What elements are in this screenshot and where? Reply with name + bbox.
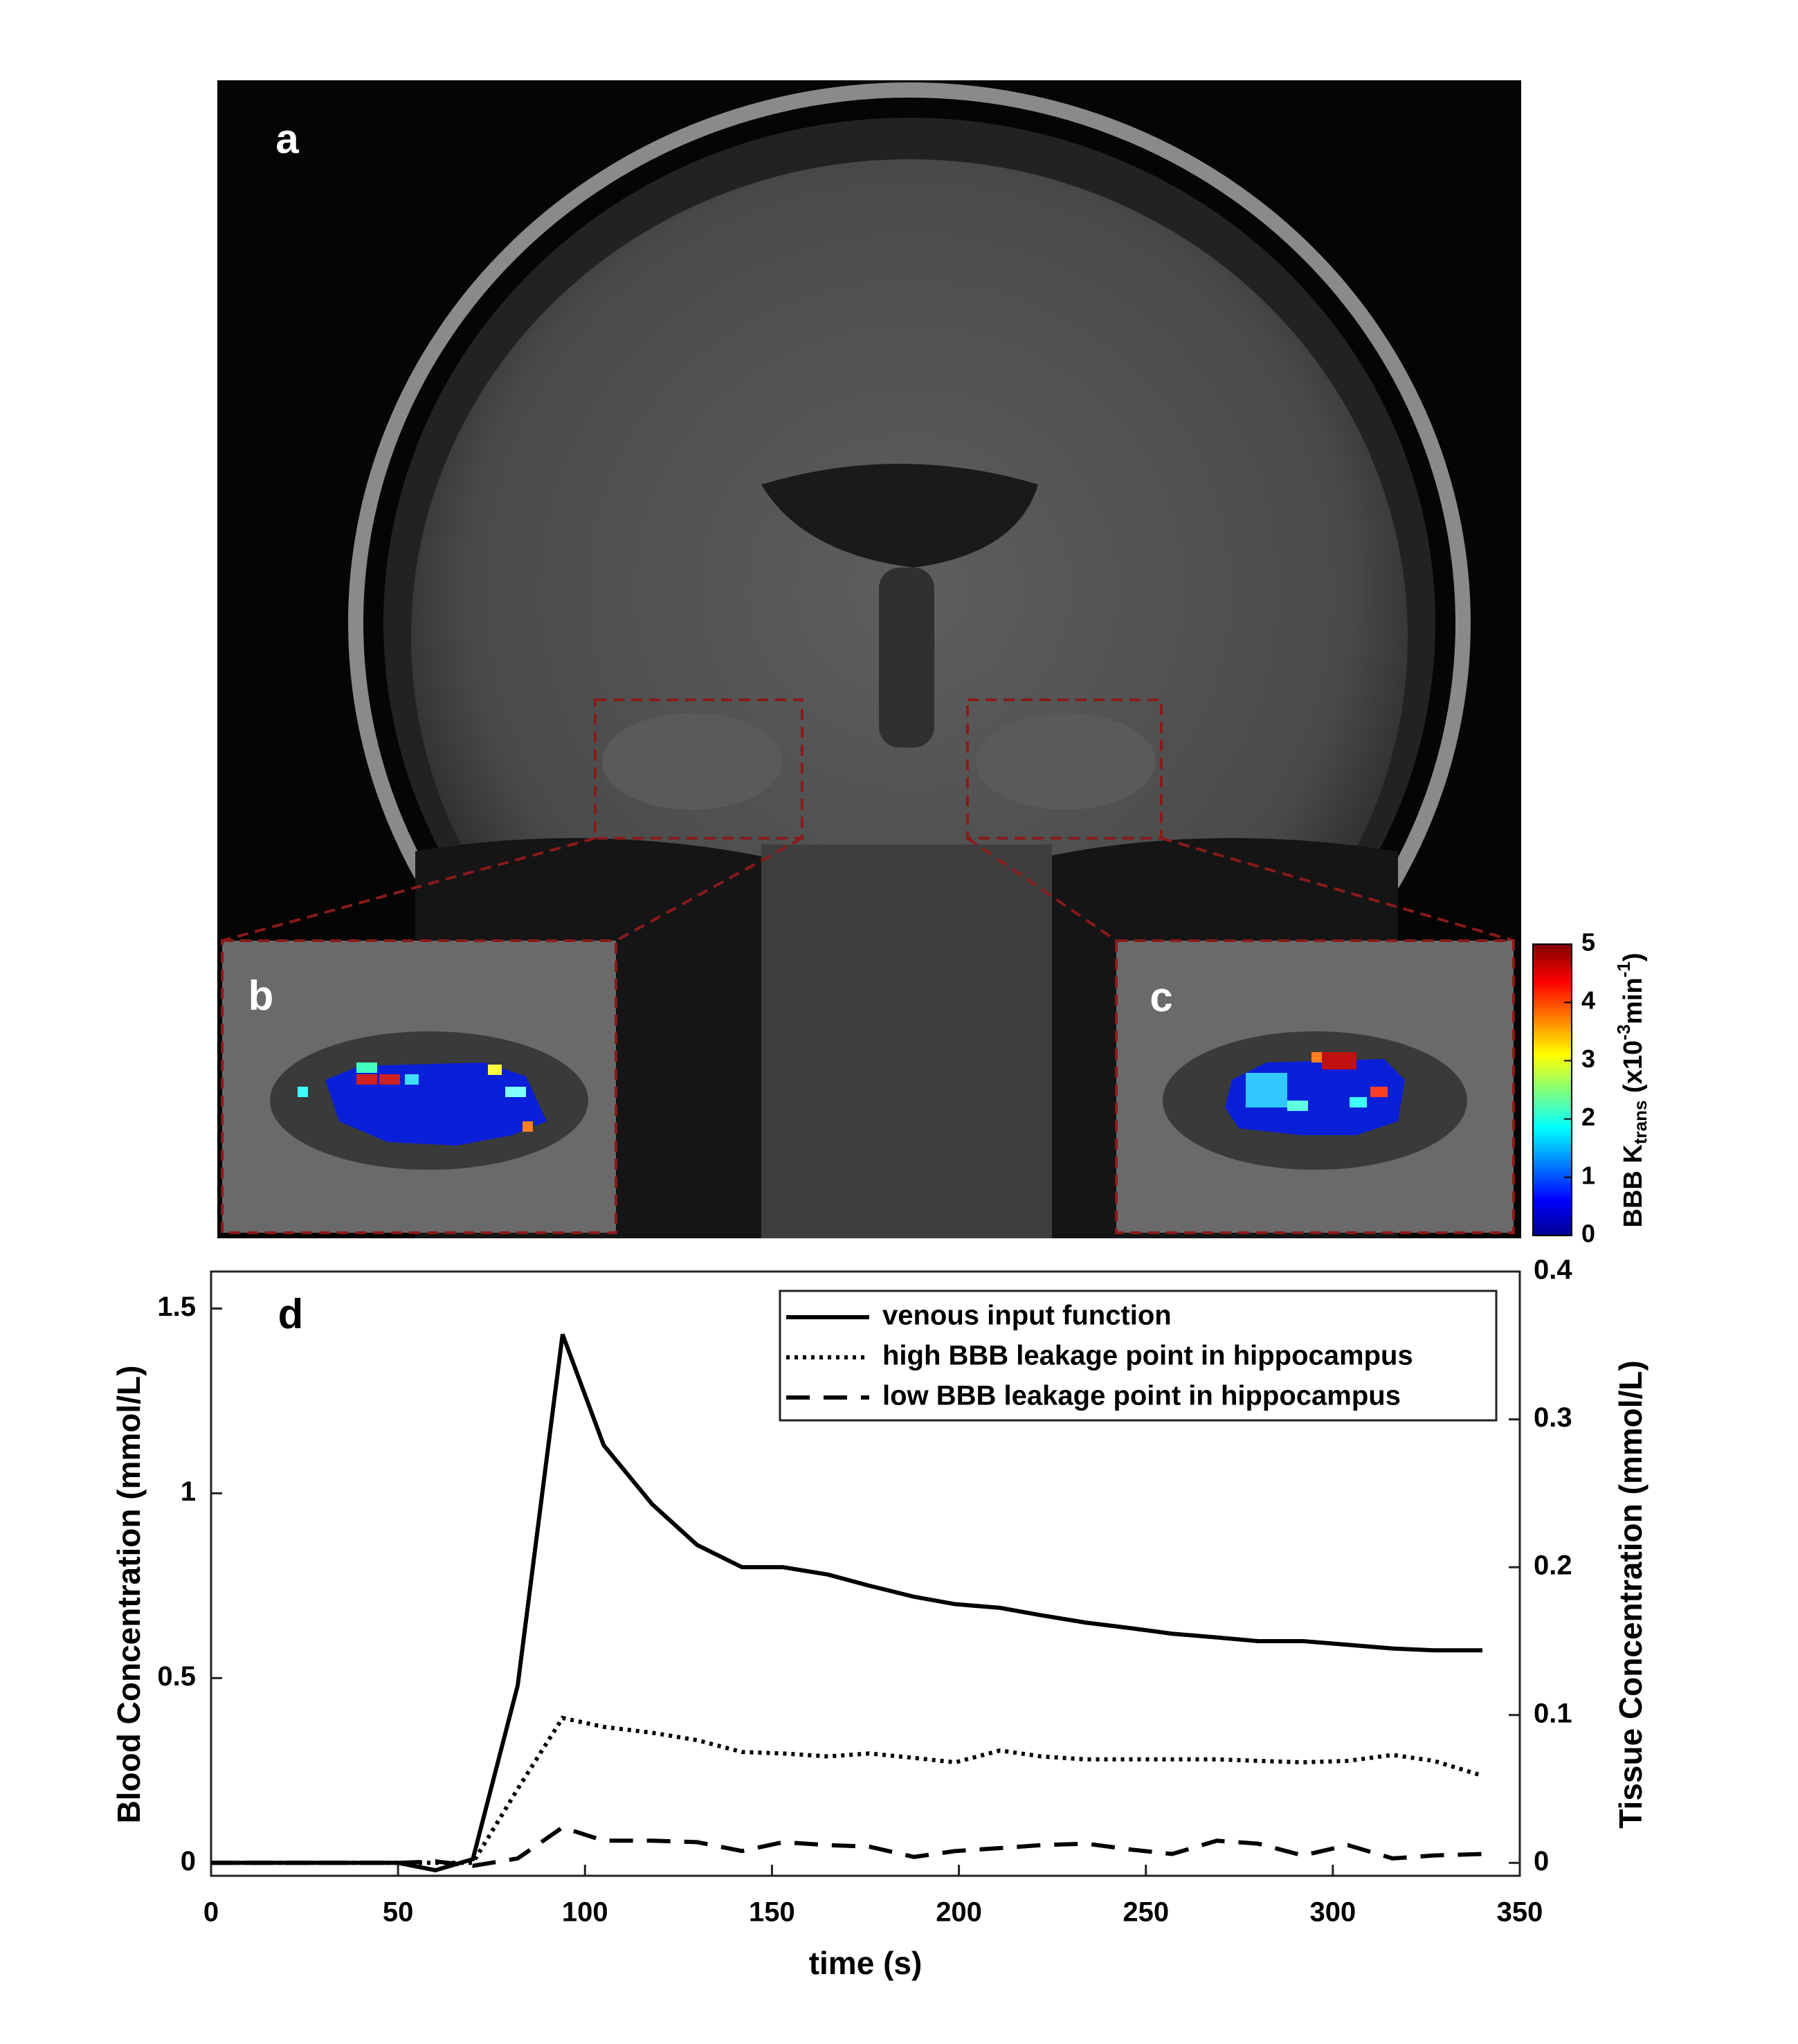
- x-tick-label: 300: [1309, 1897, 1356, 1928]
- y-tick-label: 1: [181, 1476, 196, 1507]
- series-line: [211, 1825, 1483, 1868]
- x-tick-label: 150: [749, 1897, 795, 1928]
- inset-c: [1115, 939, 1515, 1234]
- colorbar-tick-label: 1: [1581, 1161, 1595, 1189]
- series-line: [211, 1715, 1483, 1865]
- colorbar-tick-label: 4: [1581, 986, 1595, 1015]
- y2-tick-label: 0.2: [1534, 1550, 1572, 1581]
- y2-tick-label: 0.3: [1534, 1402, 1572, 1433]
- label-part: ): [1619, 953, 1648, 962]
- colorbar-label: BBB Ktrans (x10-3min-1): [1613, 953, 1651, 1228]
- legend: [779, 1290, 1498, 1422]
- y-axis-label: Blood Concentration (mmol/L): [111, 1366, 147, 1824]
- legend-label: high BBB leakage point in hippocampus: [882, 1341, 1413, 1371]
- legend-label: low BBB leakage point in hippocampus: [882, 1381, 1401, 1411]
- y-tick-label: 0: [181, 1846, 196, 1876]
- colorbar-tick-label: 5: [1581, 928, 1595, 957]
- label-part: BBB K: [1619, 1144, 1648, 1228]
- y-tick-label: 0.5: [157, 1661, 196, 1692]
- y2-tick-label: 0: [1534, 1846, 1549, 1876]
- series-line: [211, 1333, 1482, 1873]
- label-part: (x10: [1619, 1040, 1648, 1101]
- panel-label: b: [248, 973, 274, 1019]
- label-part: trans: [1630, 1101, 1651, 1145]
- y2-tick-label: 0.1: [1534, 1698, 1572, 1728]
- label-part: -3: [1613, 1024, 1634, 1040]
- x-tick-label: 0: [203, 1897, 219, 1928]
- x-tick-label: 200: [936, 1897, 982, 1928]
- panel-label: d: [278, 1291, 304, 1337]
- x-tick-label: 350: [1497, 1897, 1543, 1928]
- colorbar-tick-label: 0: [1581, 1220, 1595, 1248]
- label-part: -1: [1613, 961, 1634, 977]
- label-part: min: [1619, 977, 1648, 1024]
- plot-area: [210, 1270, 1521, 1877]
- panel-label: a: [275, 116, 299, 162]
- colorbar-tick-label: 2: [1581, 1103, 1595, 1131]
- mri-image: [217, 80, 1521, 1238]
- colorbar-tick-label: 3: [1581, 1044, 1595, 1073]
- y2-tick-label: 0.4: [1534, 1255, 1572, 1285]
- y-tick-label: 1.5: [157, 1292, 196, 1322]
- x-tick-label: 250: [1123, 1897, 1169, 1928]
- legend-label: venous input function: [882, 1301, 1172, 1331]
- x-axis-label: time (s): [809, 1945, 923, 1981]
- colorbar: [1532, 943, 1572, 1236]
- y2-axis-label: Tissue Concentration (mmol/L): [1613, 1360, 1649, 1828]
- zoom-boxes: [221, 698, 1514, 942]
- x-tick-label: 100: [562, 1897, 608, 1928]
- inset-b: [221, 939, 617, 1234]
- x-tick-label: 50: [383, 1897, 414, 1928]
- panel-label: c: [1150, 974, 1172, 1020]
